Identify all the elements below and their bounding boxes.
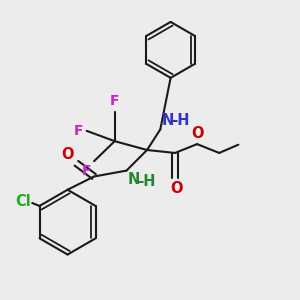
Text: N: N	[161, 113, 174, 128]
Text: O: O	[61, 147, 74, 162]
Text: N: N	[127, 172, 140, 187]
Text: F: F	[110, 94, 119, 108]
Text: F: F	[74, 124, 83, 138]
Text: O: O	[191, 126, 204, 141]
Text: –H: –H	[136, 174, 156, 189]
Text: –H: –H	[171, 113, 190, 128]
Text: O: O	[170, 181, 183, 196]
Text: Cl: Cl	[15, 194, 31, 209]
Text: F: F	[82, 164, 92, 178]
